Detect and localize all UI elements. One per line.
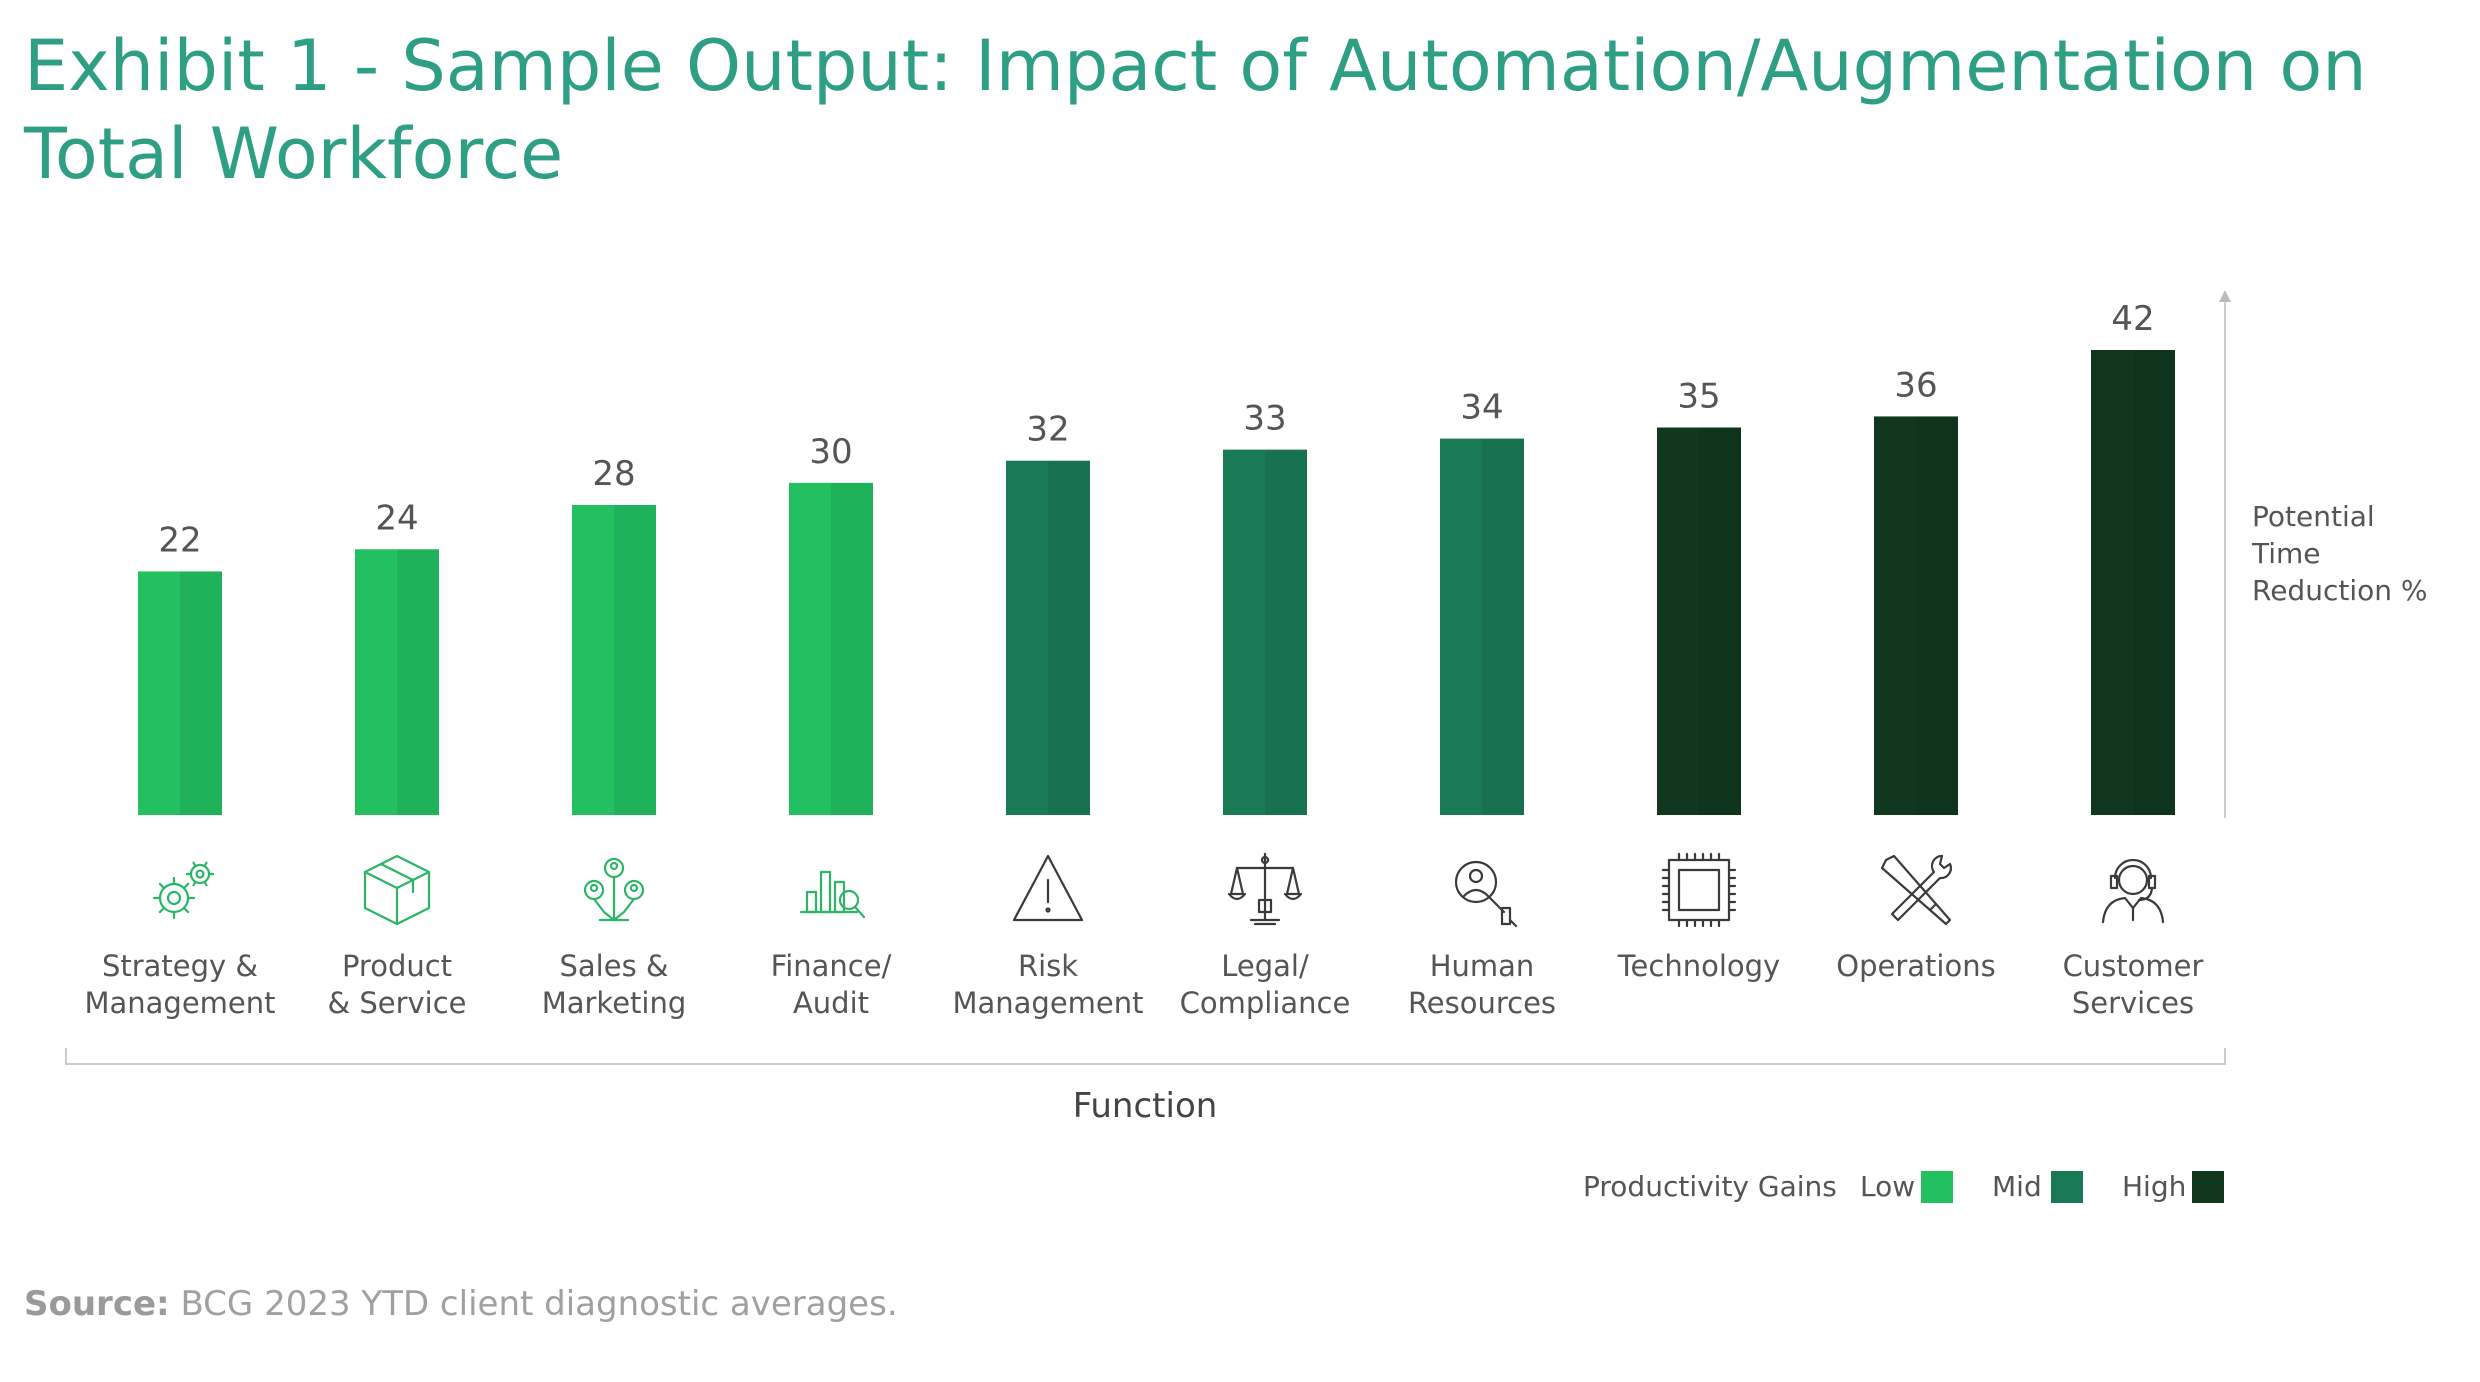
bar-shade — [1482, 438, 1524, 815]
category-label-line: Management — [84, 986, 275, 1020]
bar-group: 24 Product & Service — [327, 498, 466, 1020]
bar-value-label: 33 — [1243, 399, 1286, 439]
legend-title: Productivity Gains — [1583, 1170, 1837, 1203]
legend-item-label: Mid — [1992, 1170, 2042, 1203]
category-label-line: Finance/ — [771, 949, 892, 983]
source-note: Source: BCG 2023 YTD client diagnostic a… — [24, 1284, 898, 1324]
bar-shade — [1265, 449, 1307, 815]
category-label-line: Resources — [1408, 986, 1556, 1020]
category-label-line: Strategy & — [102, 949, 258, 983]
bar — [789, 482, 873, 815]
warning-triangle-icon — [1012, 854, 1084, 922]
bar-shade — [180, 571, 222, 815]
bar-value-label: 22 — [158, 520, 201, 560]
bar-group: 30 Finance/Audit — [771, 432, 892, 1020]
bar-shade — [1916, 416, 1958, 815]
category-label: Strategy & Management — [84, 949, 275, 1020]
people-network-icon — [583, 857, 645, 922]
legend-swatch — [1921, 1171, 1953, 1203]
category-label: Finance/Audit — [771, 949, 892, 1020]
source-label: Source: — [24, 1284, 170, 1324]
category-label: Human Resources — [1408, 949, 1556, 1020]
y-axis-label: Potential Time Reduction % — [2251, 500, 2427, 607]
category-label-line: Technology — [1617, 949, 1780, 983]
bar-value-label: 35 — [1677, 377, 1720, 417]
legend-swatch — [2051, 1171, 2083, 1203]
category-label: Technology — [1617, 949, 1780, 983]
category-label: Operations — [1836, 949, 1995, 983]
bar-shade — [397, 549, 439, 815]
legend-item-label: High — [2122, 1170, 2186, 1203]
bar-group: 28 Sales & Marketing — [542, 454, 687, 1020]
bar — [1223, 449, 1307, 815]
gears-icon — [152, 861, 215, 920]
category-label-line: Services — [2072, 986, 2194, 1020]
bar-group: 32 Risk Management — [952, 410, 1143, 1020]
bar — [1006, 460, 1090, 815]
source-text: BCG 2023 YTD client diagnostic averages. — [180, 1284, 898, 1324]
bar-group: 33 Legal/Compliance — [1180, 399, 1351, 1020]
category-label-line: Audit — [793, 986, 869, 1020]
box-icon — [363, 854, 431, 926]
category-label-line: Sales & — [559, 949, 668, 983]
chart-title: Exhibit 1 - Sample Output: Impact of Aut… — [24, 25, 2367, 195]
category-label-line: Management — [952, 986, 1143, 1020]
bar-value-label: 32 — [1026, 410, 1069, 450]
category-label: Customer Services — [2063, 949, 2204, 1020]
category-label-line: Risk — [1018, 949, 1078, 983]
y-axis-label-line: Reduction % — [2252, 574, 2427, 607]
headset-agent-icon — [2101, 858, 2165, 924]
category-label-line: Compliance — [1180, 986, 1351, 1020]
category-label-line: Human — [1430, 949, 1535, 983]
bar — [355, 549, 439, 815]
scales-icon — [1227, 852, 1303, 926]
bar-value-label: 24 — [375, 498, 418, 538]
legend: Productivity Gains Low Mid High — [1583, 1170, 2224, 1203]
category-label: Risk Management — [952, 949, 1143, 1020]
bar-value-label: 36 — [1894, 365, 1937, 405]
chip-icon — [1661, 852, 1737, 928]
y-axis-label-line: Potential — [2252, 500, 2375, 533]
category-label-line: Operations — [1836, 949, 1995, 983]
bar-value-label: 28 — [592, 454, 635, 494]
bar-shade — [2133, 350, 2175, 815]
category-label: Product & Service — [327, 949, 466, 1020]
x-axis-label: Function — [1073, 1086, 1218, 1126]
bar — [572, 505, 656, 815]
legend-item-label: Low — [1860, 1170, 1915, 1203]
category-label: Legal/Compliance — [1180, 949, 1351, 1020]
bar-group: 42 Customer Services — [2063, 299, 2204, 1020]
tools-icon — [1880, 854, 1952, 926]
bar — [138, 571, 222, 815]
category-label-line: Customer — [2063, 949, 2204, 983]
person-search-icon — [1454, 860, 1518, 928]
y-axis-arrowhead — [2219, 290, 2231, 302]
bar-shade — [1699, 427, 1741, 815]
bar-value-label: 30 — [809, 432, 852, 472]
category-label-line: & Service — [327, 986, 466, 1020]
bar — [2091, 350, 2175, 815]
bar-group: 36 Operations — [1836, 365, 1995, 983]
bar — [1440, 438, 1524, 815]
category-label-line: Marketing — [542, 986, 687, 1020]
bar-value-label: 34 — [1460, 388, 1503, 428]
bar — [1657, 427, 1741, 815]
category-label-line: Legal/ — [1221, 949, 1309, 983]
bar-shade — [831, 482, 873, 815]
category-label-line: Product — [342, 949, 452, 983]
bar-shade — [614, 505, 656, 815]
bar-group: 35 Technology — [1617, 377, 1780, 984]
category-label: Sales & Marketing — [542, 949, 687, 1020]
bar-shade — [1048, 460, 1090, 815]
bar — [1874, 416, 1958, 815]
bar-chart-magnifier-icon — [799, 870, 866, 919]
bar-group: 22 Strategy & Management — [84, 520, 275, 1020]
x-axis-bracket — [65, 1048, 2226, 1065]
bar-group: 34 Human Resources — [1408, 388, 1556, 1020]
bar-value-label: 42 — [2111, 299, 2154, 339]
legend-swatch — [2192, 1171, 2224, 1203]
y-axis-label-line: Time — [2251, 537, 2321, 570]
